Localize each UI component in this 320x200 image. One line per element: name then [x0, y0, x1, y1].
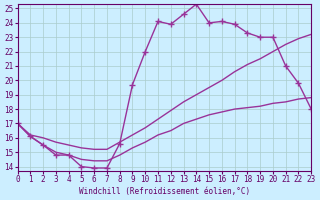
X-axis label: Windchill (Refroidissement éolien,°C): Windchill (Refroidissement éolien,°C) — [79, 187, 250, 196]
